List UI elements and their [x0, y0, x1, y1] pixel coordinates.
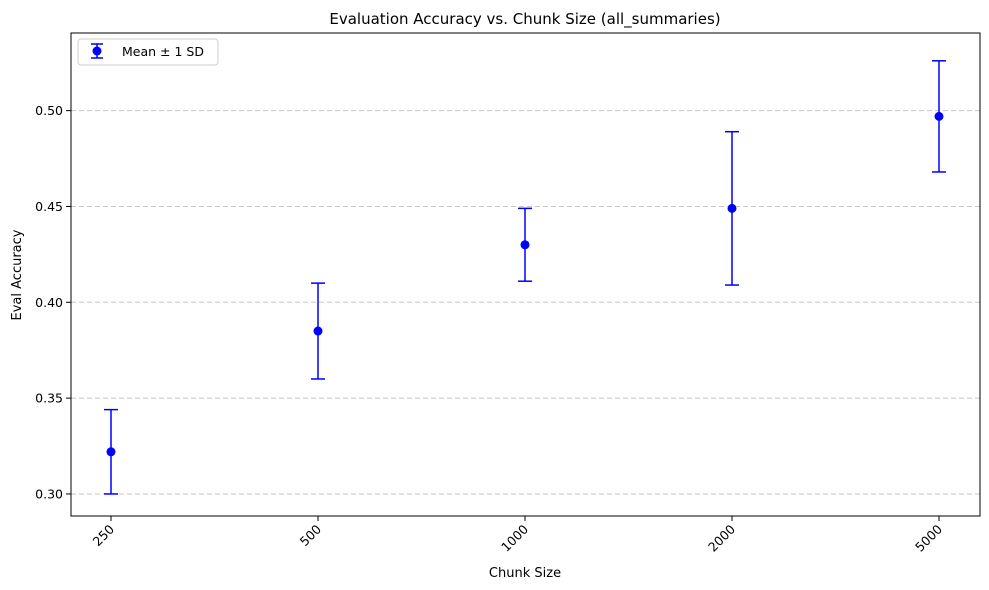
- y-tick-label: 0.35: [35, 391, 63, 406]
- legend-point: [92, 46, 102, 56]
- legend: Mean ± 1 SD: [77, 38, 219, 66]
- axes: 0.30 0.35 0.40 0.45 0.50 250 500 1000 2000 5000: [35, 103, 945, 554]
- chart-title: Evaluation Accuracy vs. Chunk Size (all_…: [329, 10, 720, 29]
- y-tick-label: 0.30: [35, 486, 63, 501]
- x-axis-label: Chunk Size: [489, 566, 561, 581]
- data-point: [934, 111, 944, 121]
- legend-label: Mean ± 1 SD: [122, 44, 204, 59]
- y-axis-label: Eval Accuracy: [10, 229, 25, 320]
- x-tick-label: 1000: [498, 521, 531, 554]
- y-tick-label: 0.50: [35, 103, 63, 118]
- y-tick-label: 0.45: [35, 199, 63, 214]
- legend-box: [77, 38, 219, 66]
- grid-lines: [71, 110, 980, 495]
- legend-marker: [91, 43, 103, 59]
- data-layer: [104, 60, 946, 495]
- data-point: [106, 447, 116, 457]
- data-point: [520, 240, 530, 250]
- data-point: [727, 203, 737, 213]
- data-point: [313, 326, 323, 336]
- x-tick-label: 250: [90, 521, 118, 549]
- x-tick-label: 500: [297, 521, 325, 549]
- x-tick-label: 2000: [705, 521, 738, 554]
- x-tick-label: 5000: [912, 521, 945, 554]
- y-tick-label: 0.40: [35, 295, 63, 310]
